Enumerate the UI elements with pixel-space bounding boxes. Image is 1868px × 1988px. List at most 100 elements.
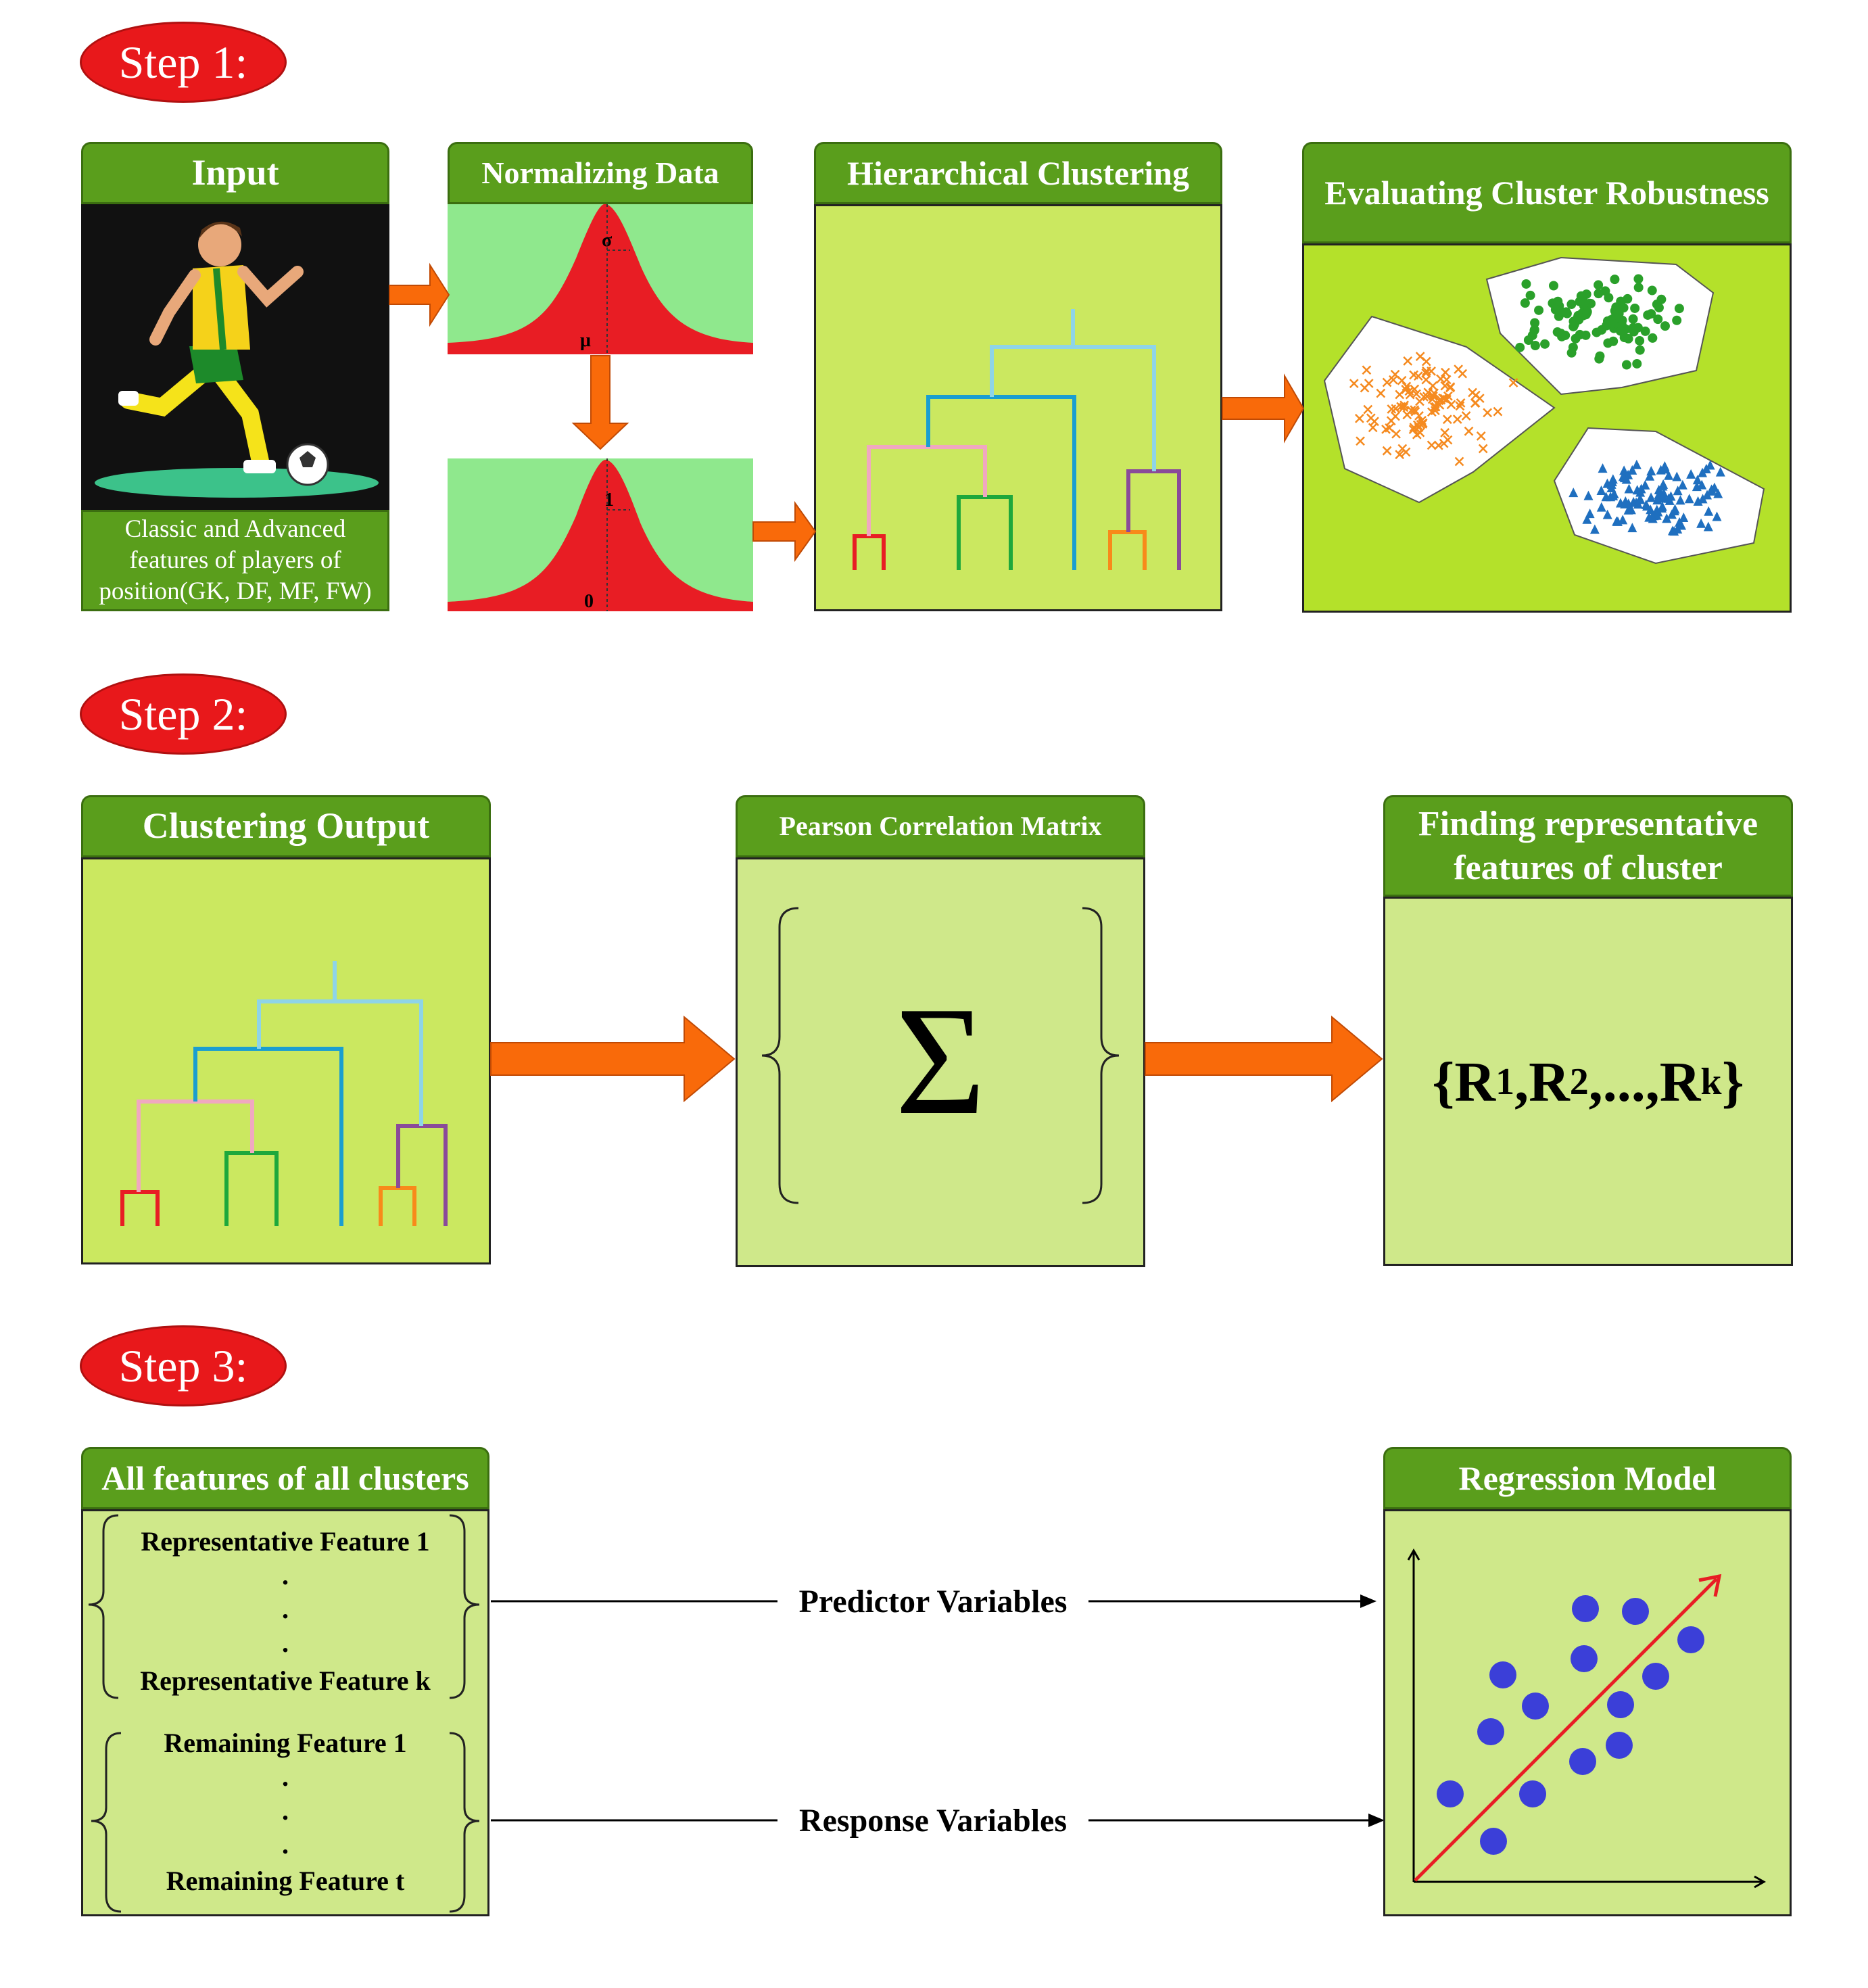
blue-triangle-point (1672, 471, 1682, 481)
step-2-badge: Step 2: (80, 673, 287, 755)
normal-curve-standardized: 1 0 (448, 458, 753, 612)
green-dot-point (1525, 290, 1535, 300)
step-3-badge: Step 3: (80, 1325, 287, 1406)
regression-panel (1383, 1509, 1792, 1916)
green-dot-point (1523, 335, 1533, 345)
green-dot-point (1530, 341, 1540, 351)
step-1-badge: Step 1: (80, 22, 287, 103)
clustering-output-panel (81, 857, 491, 1264)
dendrogram-output (120, 961, 448, 1226)
orange-cross-point (1442, 415, 1452, 425)
green-dot-point (1660, 321, 1670, 331)
orange-cross-point (1406, 405, 1416, 415)
blue-triangle-point (1619, 465, 1629, 475)
orange-cross-point (1391, 411, 1400, 421)
orange-cross-point (1478, 444, 1488, 454)
orange-cross-point (1410, 405, 1420, 415)
blue-triangle-point (1673, 486, 1683, 496)
blue-triangle-point (1632, 485, 1642, 495)
orange-cross-point (1441, 367, 1450, 377)
orange-cross-point (1421, 356, 1431, 366)
green-dot-point (1566, 348, 1577, 358)
player-image (81, 204, 389, 510)
response-arrowhead (1368, 1814, 1385, 1827)
blue-triangle-point (1627, 465, 1637, 475)
rep-sub-k: k (1700, 1061, 1722, 1103)
green-dot-point (1632, 358, 1642, 369)
green-dot-point (1520, 298, 1530, 308)
blue-triangle-point (1645, 471, 1655, 481)
orange-cross-point (1436, 374, 1445, 384)
rep-dot-3: . (282, 1628, 289, 1658)
blue-triangle-point (1686, 469, 1696, 479)
orange-cross-point (1354, 414, 1364, 423)
blue-triangle-point (1647, 512, 1657, 522)
blue-triangle-point (1624, 483, 1634, 494)
input-caption: Classic and Advanced features of players… (99, 515, 372, 606)
green-dot-point (1674, 304, 1684, 314)
blue-triangle-point (1660, 461, 1670, 471)
rep-sub-2: 2 (1569, 1061, 1589, 1103)
finding-panel (1383, 897, 1793, 1266)
orange-cross-point (1389, 375, 1398, 385)
predictor-label: Predictor Variables (777, 1581, 1088, 1622)
all-features-header: All features of all clusters (81, 1447, 489, 1509)
green-dot-point (1530, 318, 1540, 328)
orange-cross-point (1422, 392, 1432, 402)
green-dot-point (1540, 339, 1550, 349)
arrow-normalize-to-hierarchical (752, 500, 817, 563)
blue-triangle-point (1669, 506, 1679, 516)
green-dot-point (1515, 342, 1525, 352)
orange-cross-point (1412, 389, 1421, 399)
blue-triangle-point (1715, 467, 1725, 477)
orange-cross-point (1456, 398, 1466, 408)
green-dot-point (1549, 281, 1559, 291)
blue-triangle-point (1620, 498, 1630, 508)
blue-triangle-point (1703, 521, 1713, 531)
blue-triangle-point (1667, 525, 1677, 536)
blue-triangle-point (1664, 470, 1674, 480)
blue-triangle-point (1621, 474, 1631, 484)
blue-triangle-point (1664, 493, 1674, 503)
green-dot-point (1561, 307, 1571, 317)
orange-cross-point (1413, 371, 1423, 381)
response-label: Response Variables (777, 1800, 1088, 1841)
rep-open: {R (1432, 1050, 1496, 1114)
mu-label: μ (580, 330, 591, 351)
blue-triangle-point (1712, 511, 1722, 521)
green-dot-point (1654, 302, 1664, 312)
orange-cross-point (1415, 427, 1425, 437)
blue-triangle-point (1677, 520, 1687, 530)
regression-line (1414, 1578, 1718, 1882)
pearson-panel (736, 857, 1145, 1267)
predictor-arrowhead (1360, 1594, 1376, 1608)
green-dot-point (1653, 314, 1663, 325)
blue-triangle-point (1675, 495, 1685, 505)
input-header: Input (81, 142, 389, 204)
blue-triangle-point (1598, 463, 1608, 473)
evaluating-header: Evaluating Cluster Robustness (1302, 142, 1792, 243)
green-dot-point (1656, 294, 1667, 304)
zero-label: 0 (584, 591, 594, 611)
normal-curve-original: σ μ (448, 204, 753, 354)
green-dot-point (1552, 327, 1562, 337)
football-player-illustration (95, 221, 379, 498)
green-dot-point (1630, 303, 1640, 313)
blue-triangle-point (1582, 514, 1592, 524)
blue-triangle-point (1713, 488, 1723, 498)
rep-sub-1: 1 (1495, 1061, 1515, 1103)
finding-header: Finding representative features of clust… (1383, 795, 1793, 897)
blue-triangle-point (1705, 460, 1715, 470)
blue-triangle-point (1693, 496, 1703, 506)
regression-plot (1407, 1548, 1767, 1889)
pearson-header: Pearson Correlation Matrix (736, 795, 1145, 857)
rep-dot-2: . (282, 1594, 289, 1624)
rep-dot-1: . (282, 1560, 289, 1590)
orange-cross-point (1461, 411, 1471, 421)
all-features-panel (81, 1509, 489, 1916)
blue-triangle-point (1692, 481, 1702, 492)
blue-triangle-point (1692, 475, 1702, 485)
rep-feature-first: Representative Feature 1 (141, 1525, 430, 1557)
green-dot-point (1633, 274, 1644, 284)
